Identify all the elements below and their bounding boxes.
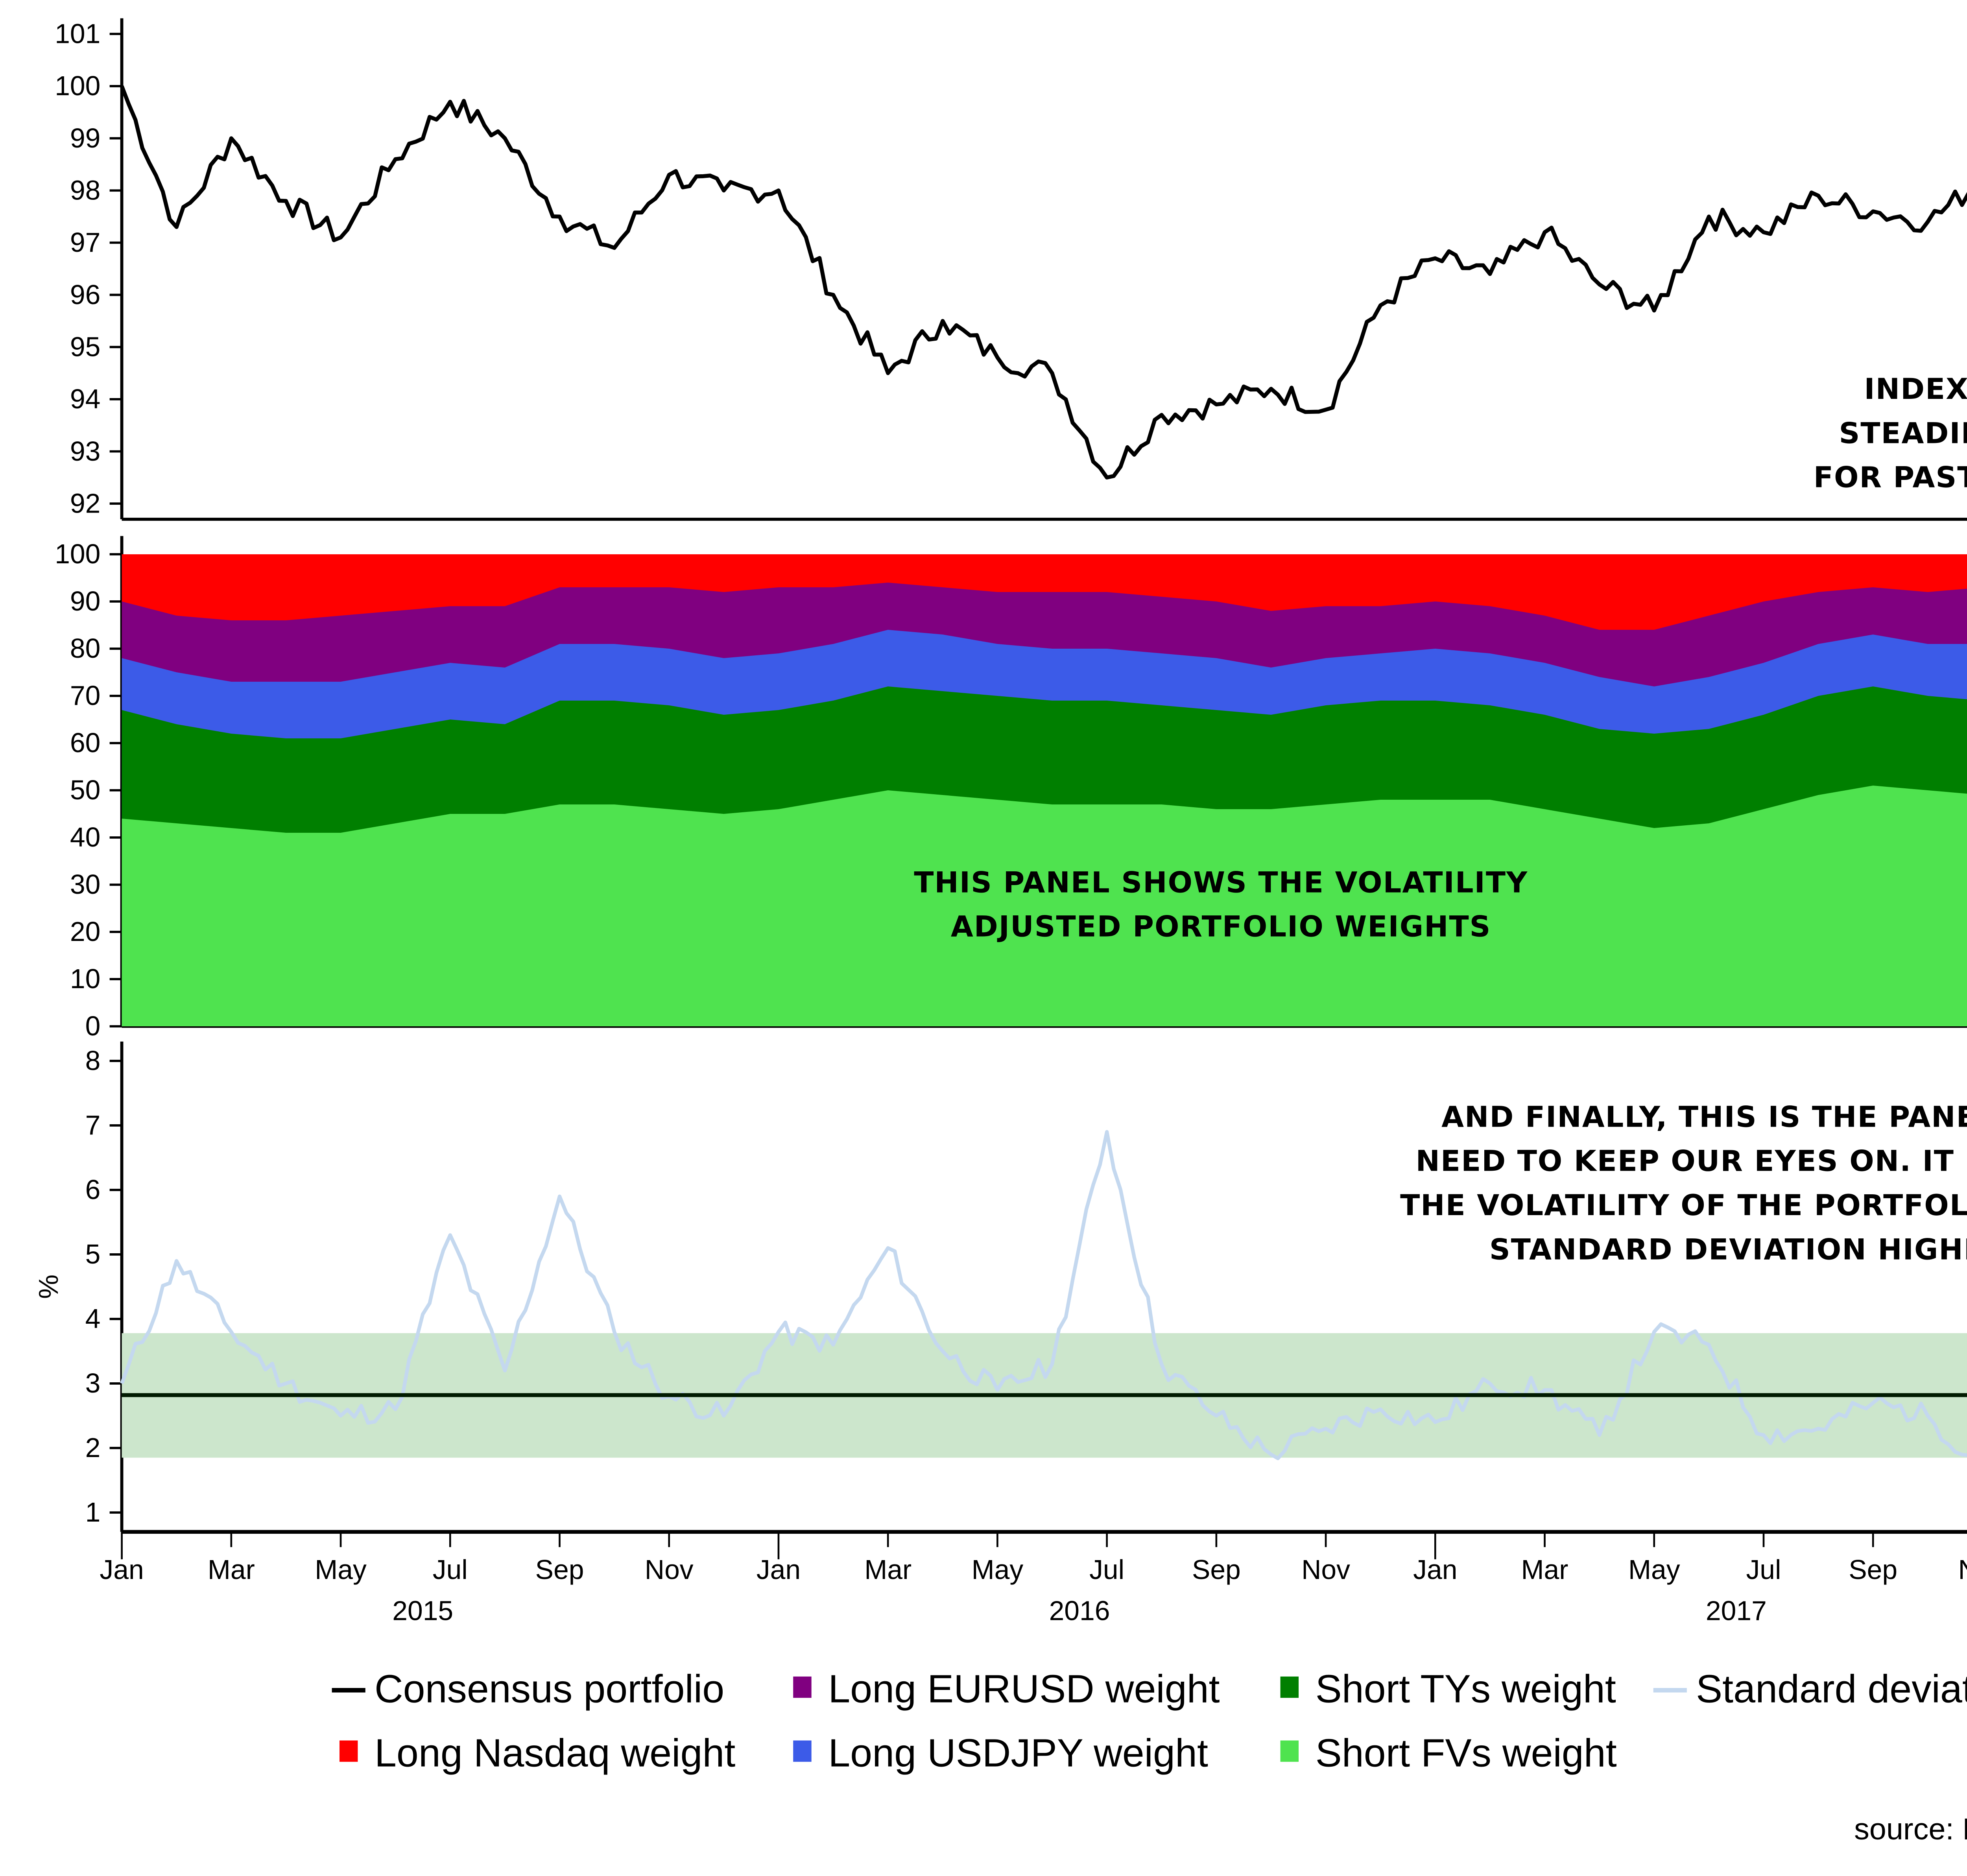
weights-panel: 0 10 20 30 40 50 60 70 80 90 100 THIS PANEL SHOWS T… [55,536,1967,1041]
x-tick-label: Nov [1958,1554,1967,1585]
y-tick-label: 6 [85,1174,101,1205]
x-tick-label: May [315,1554,367,1585]
x-tick-label: Jan [1413,1554,1457,1585]
legend-label: Long USDJPY weight [828,1731,1208,1775]
legend-label: Long EURUSD weight [828,1667,1220,1711]
y-tick-label: 80 [70,633,100,664]
y-tick-label: 99 [70,123,100,153]
legend-swatch-box [1280,1676,1299,1698]
legend: Consensus portfolio Long EURUSD weight Sho… [332,1667,1967,1775]
short-fvs-area [122,786,1967,1027]
y-tick-label: 101 [55,18,100,49]
x-tick-label: Mar [864,1554,912,1585]
legend-swatch-box [339,1740,358,1762]
legend-swatch-box [793,1740,812,1762]
y-tick-label: 96 [70,279,100,310]
x-tick-label: Mar [1521,1554,1568,1585]
legend-label: Consensus portfolio [375,1667,724,1711]
y-tick-label: 97 [70,227,100,258]
volatility-annotation: STANDARD DEVIATION HIGHLIGHTED [1489,1233,1967,1266]
volatility-annotation: AND FINALLY, THIS IS THE PANEL THAT WE [1441,1100,1967,1134]
y-tick-label: 40 [70,822,100,852]
y-tick-label: 60 [70,727,100,758]
legend-label: Short TYs weight [1316,1667,1616,1711]
x-tick-label: Mar [208,1554,255,1585]
x-year-label: 2016 [1049,1596,1110,1626]
y-tick-label: 100 [55,70,100,101]
y-tick-label: 20 [70,916,100,947]
index-panel: 9293949596979899100101100INDEX HAS BEENS… [55,18,1967,521]
y-tick-label: 100 [55,539,100,569]
x-tick-label: Sep [1849,1554,1897,1585]
legend-label: Standard deviation [1696,1667,1967,1711]
volatility-annotation: NEED TO KEEP OUR EYES ON. IT REPRESENTS [1415,1145,1967,1178]
y-tick-label: 3 [85,1368,101,1398]
legend-label: Long Nasdaq weight [375,1731,735,1775]
y-tick-label: 94 [70,384,100,414]
weights-annotation: ADJUSTED PORTFOLIO WEIGHTS [951,910,1491,944]
x-year-label: 2015 [392,1596,453,1626]
y-tick-label: 90 [70,586,100,616]
x-tick-label: Jul [433,1554,468,1585]
y-tick-label: 2 [85,1432,101,1463]
x-tick-label: Nov [1301,1554,1350,1585]
source-note: source: Lightfield Capital, Macrobond [1854,1812,1967,1846]
y-tick-label: 8 [85,1045,101,1076]
index-annotation: FOR PAST TWO YEARS. [1814,461,1967,494]
y-tick-label: 70 [70,680,100,711]
std-dev-line [120,1130,1967,1461]
y-axis-label: % [33,1275,64,1299]
x-tick-label: Nov [645,1554,694,1585]
x-tick-label: Jul [1746,1554,1781,1585]
x-tick-label: Sep [535,1554,584,1585]
x-tick-label: Jan [100,1554,144,1585]
x-tick-label: Sep [1192,1554,1241,1585]
y-tick-label: 4 [85,1303,101,1334]
x-year-label: 2017 [1706,1596,1767,1626]
x-tick-label: Jan [757,1554,801,1585]
legend-swatch-box [793,1676,812,1698]
y-tick-label: 1 [85,1497,101,1527]
index-annotation: STEADILY CLIMBING [1839,417,1967,450]
y-tick-label: 92 [70,488,100,518]
y-tick-label: 7 [85,1110,101,1140]
y-tick-label: 30 [70,869,100,900]
y-tick-label: 95 [70,331,100,362]
index-annotation: INDEX HAS BEEN [1864,373,1967,406]
y-tick-label: 93 [70,436,100,467]
x-axis: Jan Mar May Jul Sep Nov Jan Mar May Jul Sep Nov Jan M… [100,1532,1967,1626]
x-tick-label: May [1628,1554,1680,1585]
volatility-annotation: THE VOLATILITY OF THE PORTFOLIO, WITH ON… [1400,1189,1967,1222]
y-tick-label: 0 [85,1011,101,1041]
legend-swatch-box [1280,1740,1299,1762]
y-tick-label: 50 [70,775,100,805]
y-tick-label: 10 [70,963,100,994]
x-tick-label: May [972,1554,1024,1585]
index-line [120,85,1967,480]
legend-label: Short FVs weight [1316,1731,1617,1775]
y-tick-label: 98 [70,175,100,205]
x-tick-label: Jul [1089,1554,1124,1585]
y-tick-label: 5 [85,1239,101,1269]
weights-annotation: THIS PANEL SHOWS THE VOLATILITY [914,866,1528,899]
